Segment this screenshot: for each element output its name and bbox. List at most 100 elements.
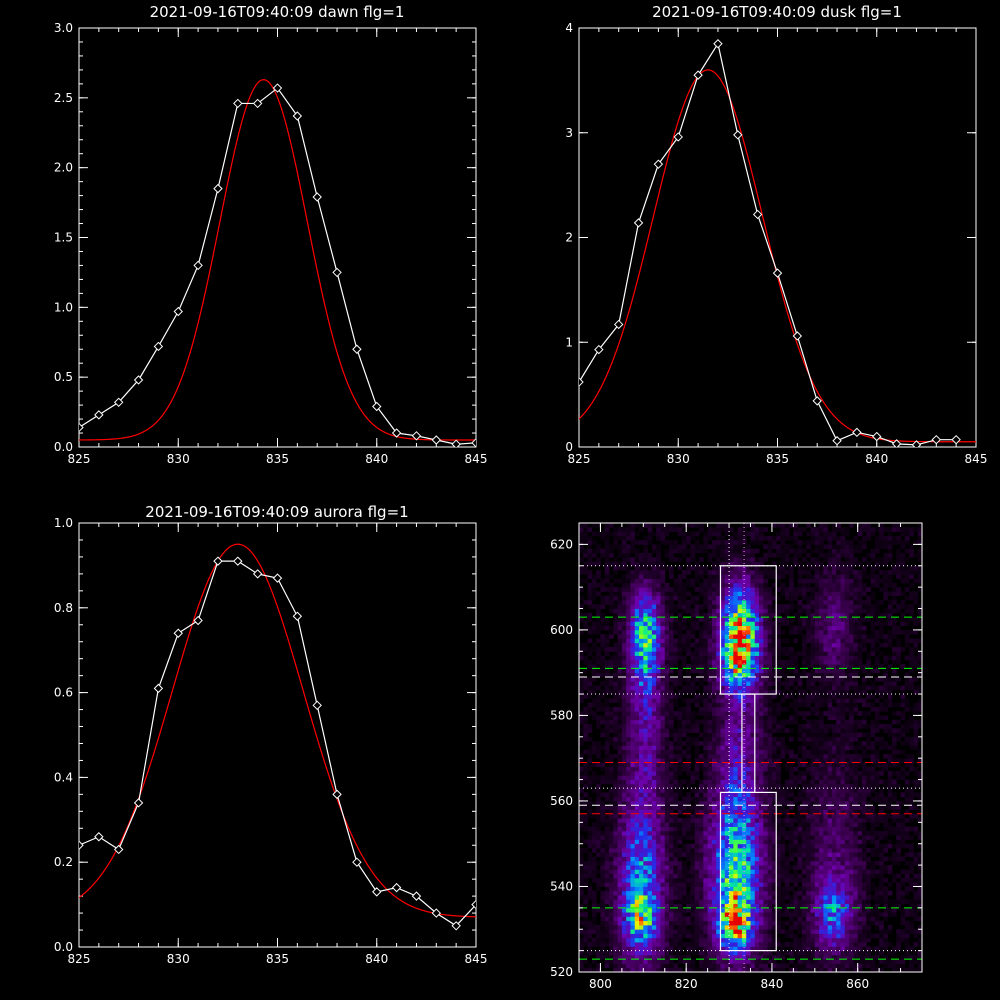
spectrogram-pixel <box>686 570 691 575</box>
spectrogram-pixel <box>754 715 760 721</box>
spectrogram-pixel <box>690 642 696 648</box>
spectrogram-pixel <box>716 676 721 682</box>
spectrogram-pixel <box>754 557 760 562</box>
spectrogram-pixel <box>681 920 687 926</box>
spectrogram-pixel <box>707 959 713 964</box>
spectrogram-pixel <box>626 822 631 828</box>
spectrogram-pixel <box>759 839 764 845</box>
spectrogram-pixel <box>729 912 734 917</box>
spectrogram-pixel <box>673 728 679 733</box>
spectrogram-pixel <box>686 818 691 823</box>
spectrogram-pixel <box>759 741 764 746</box>
spectrogram-pixel <box>591 800 597 806</box>
spectrogram-pixel <box>703 954 709 960</box>
spectrogram-pixel <box>724 813 730 819</box>
spectrogram-pixel <box>711 668 717 674</box>
spectrogram-pixel <box>673 950 679 956</box>
spectrogram-pixel <box>750 664 756 669</box>
spectrogram-pixel <box>664 762 670 768</box>
x-tick-label: 840 <box>365 952 388 966</box>
spectrogram-pixel <box>724 557 730 562</box>
spectrogram-pixel <box>604 877 610 883</box>
spectrogram-pixel <box>767 937 773 943</box>
spectrogram-pixel <box>634 912 640 917</box>
spectrogram-pixel <box>630 929 636 934</box>
spectrogram-pixel <box>664 783 670 789</box>
spectrogram-pixel <box>686 702 691 708</box>
spectrogram-pixel <box>630 706 636 712</box>
spectrogram-pixel <box>737 805 743 810</box>
spectrogram-pixel <box>763 967 769 973</box>
spectrogram-pixel <box>780 698 786 703</box>
spectrogram-pixel <box>737 912 743 917</box>
spectrogram-pixel <box>711 732 717 738</box>
spectrogram-pixel <box>583 895 588 900</box>
spectrogram-pixel <box>673 527 679 532</box>
spectrogram-pixel <box>621 813 627 819</box>
spectrogram-pixel <box>583 805 588 810</box>
spectrogram-pixel <box>699 612 704 618</box>
spectrogram-pixel <box>609 728 614 733</box>
spectrogram-pixel <box>583 732 588 738</box>
spectrogram-pixel <box>741 582 747 588</box>
y-tick-label: 0.0 <box>54 940 73 954</box>
spectrogram-pixel <box>647 758 653 763</box>
spectrogram-pixel <box>724 698 730 703</box>
spectrogram-pixel <box>656 719 661 725</box>
spectrogram-pixel <box>707 779 713 785</box>
spectrogram-pixel <box>643 694 648 699</box>
spectrogram-pixel <box>613 775 618 780</box>
spectrogram-pixel <box>609 920 614 926</box>
spectrogram-pixel <box>776 629 781 635</box>
spectrogram-pixel <box>724 856 730 862</box>
spectrogram-pixel <box>664 728 670 733</box>
spectrogram-pixel <box>643 706 648 712</box>
spectrogram-pixel <box>587 775 593 780</box>
spectrogram-pixel <box>780 967 786 973</box>
spectrogram-pixel <box>711 783 717 789</box>
spectrogram-pixel <box>604 595 610 601</box>
spectrogram-pixel <box>587 826 593 832</box>
spectrogram-pixel <box>673 651 679 656</box>
spectrogram-pixel <box>776 736 781 742</box>
spectrogram-pixel <box>664 835 670 840</box>
spectrogram-pixel <box>711 792 717 798</box>
spectrogram-pixel <box>720 523 726 528</box>
spectrogram-pixel <box>703 711 709 716</box>
spectrogram-pixel <box>600 599 606 605</box>
spectrogram-pixel <box>677 929 683 934</box>
spectrogram-pixel <box>741 638 747 644</box>
spectrogram-pixel <box>651 621 657 627</box>
spectrogram-pixel <box>711 749 717 755</box>
y-tick-label: 0.6 <box>54 686 73 700</box>
spectrogram-pixel <box>771 604 777 609</box>
spectrogram-pixel <box>711 920 717 926</box>
spectrogram-pixel <box>780 523 786 528</box>
spectrogram-pixel <box>579 796 584 802</box>
spectrogram-pixel <box>720 830 726 836</box>
spectrogram-pixel <box>733 873 739 879</box>
spectrogram-pixel <box>604 835 610 840</box>
spectrogram-pixel <box>750 916 756 922</box>
spectrogram-pixel <box>621 548 627 554</box>
spectrogram-pixel <box>733 540 739 545</box>
spectrogram-pixel <box>699 865 704 870</box>
spectrogram-pixel <box>591 523 597 528</box>
spectrogram-pixel <box>729 736 734 742</box>
spectrogram-pixel <box>716 719 721 725</box>
spectrogram-pixel <box>656 668 661 674</box>
spectrogram-pixel <box>664 651 670 656</box>
spectrogram-pixel <box>711 843 717 849</box>
spectrogram-pixel <box>630 779 636 785</box>
spectrogram-pixel <box>694 839 700 845</box>
spectrogram-pixel <box>617 565 623 571</box>
spectrogram-pixel <box>707 715 713 721</box>
spectrogram-pixel <box>720 924 726 930</box>
spectrogram-pixel <box>651 625 657 631</box>
spectrogram-pixel <box>613 826 618 832</box>
spectrogram-pixel <box>776 595 781 601</box>
spectrogram-pixel <box>647 856 653 862</box>
spectrogram-pixel <box>699 860 704 866</box>
spectrogram-pixel <box>720 890 726 896</box>
spectrogram-pixel <box>626 612 631 618</box>
